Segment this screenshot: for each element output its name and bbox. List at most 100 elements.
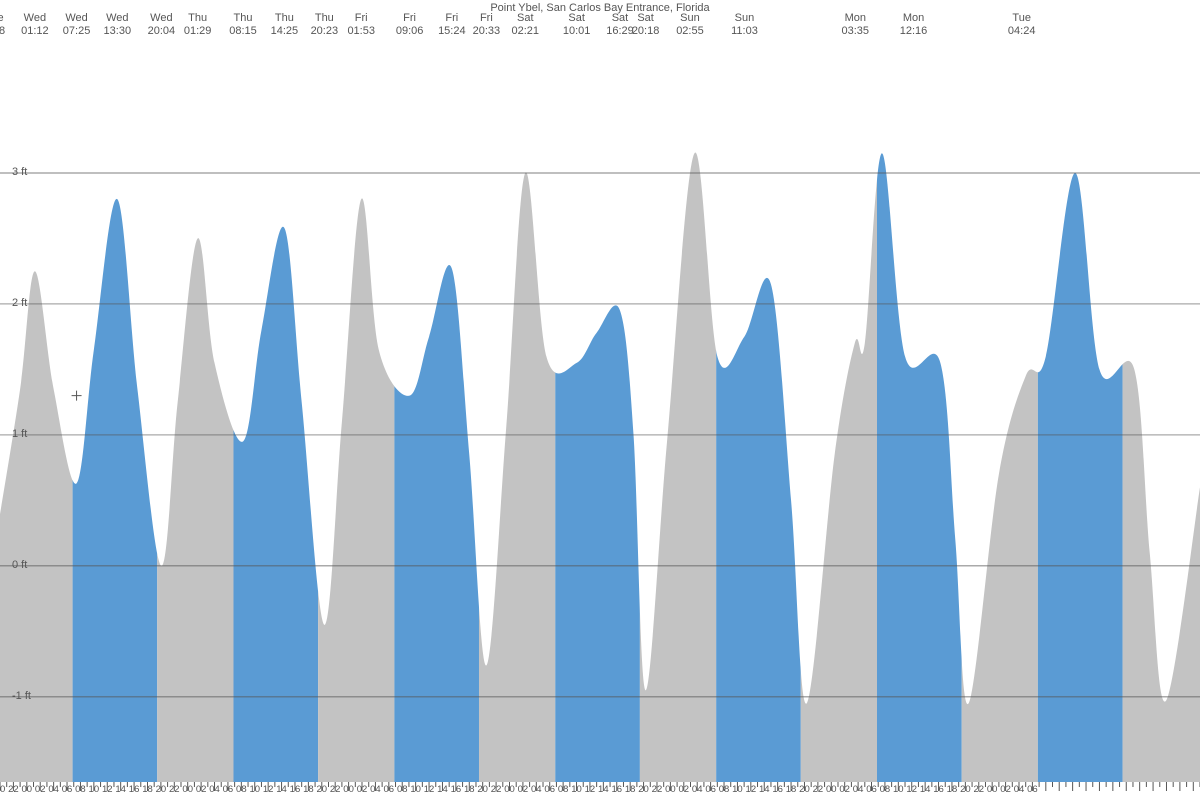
tide-extreme-label: Wed13:30 — [104, 12, 132, 38]
tide-extreme-time: 02:55 — [676, 25, 704, 38]
x-axis-label: 16 — [290, 784, 301, 795]
tide-extreme-day: Sun — [676, 12, 704, 25]
tide-extreme-time: 12:16 — [900, 25, 928, 38]
x-axis-label: 14 — [437, 784, 448, 795]
x-axis-label: 04 — [853, 784, 864, 795]
x-axis-label: 00 — [182, 784, 193, 795]
tide-extreme-label: Thu01:29 — [184, 12, 212, 38]
chart-svg — [0, 0, 1200, 800]
x-axis-label: 18 — [786, 784, 797, 795]
x-axis-label: 16 — [611, 784, 622, 795]
tide-extreme-day: Tue — [1008, 12, 1036, 25]
x-axis-label: 20 — [638, 784, 649, 795]
tide-extreme-day: Fri — [347, 12, 375, 25]
x-axis-label: 00 — [504, 784, 515, 795]
x-axis-label: 02 — [35, 784, 46, 795]
tide-extreme-day: Thu — [311, 12, 339, 25]
tide-extreme-time: 13:30 — [104, 25, 132, 38]
x-axis-label: 20 — [799, 784, 810, 795]
x-axis-label: 06 — [1027, 784, 1038, 795]
x-axis-label: 22 — [491, 784, 502, 795]
tide-extreme-time: 20:18 — [632, 25, 660, 38]
tide-extreme-day: Sat — [563, 12, 591, 25]
tide-extreme-time: 02:21 — [511, 25, 539, 38]
tide-extreme-label: Sun11:03 — [731, 12, 758, 38]
x-axis-label: 10 — [732, 784, 743, 795]
x-axis-label: 08 — [558, 784, 569, 795]
tide-extreme-label: Wed20:04 — [148, 12, 176, 38]
tide-extreme-time: 04:24 — [1008, 25, 1036, 38]
x-axis-label: 02 — [196, 784, 207, 795]
x-axis-label: 14 — [115, 784, 126, 795]
x-axis-label: 20 — [316, 784, 327, 795]
x-axis-label: 08 — [719, 784, 730, 795]
x-axis-label: 20 — [477, 784, 488, 795]
x-axis-label: 18 — [303, 784, 314, 795]
x-axis-label: 04 — [1014, 784, 1025, 795]
tide-chart: Point Ybel, San Carlos Bay Entrance, Flo… — [0, 0, 1200, 800]
x-axis-label: 06 — [544, 784, 555, 795]
x-axis-label: 00 — [22, 784, 33, 795]
x-axis-label: 08 — [236, 784, 247, 795]
x-axis-label: 04 — [48, 784, 59, 795]
x-axis-label: 00 — [987, 784, 998, 795]
tide-extreme-time: 01:12 — [21, 25, 49, 38]
x-axis-label: 12 — [424, 784, 435, 795]
tide-extreme-label: Thu14:25 — [271, 12, 299, 38]
y-axis-label: 2 ft — [12, 297, 27, 309]
tide-extreme-day: Thu — [229, 12, 257, 25]
tide-extreme-time: 07:25 — [63, 25, 91, 38]
x-axis-label: 16 — [451, 784, 462, 795]
x-axis-label: 22 — [973, 784, 984, 795]
x-axis-label: 10 — [89, 784, 100, 795]
tide-extreme-label: Wed07:25 — [63, 12, 91, 38]
tide-extreme-day: Wed — [148, 12, 176, 25]
x-axis-label: 10 — [249, 784, 260, 795]
x-axis-label: 14 — [598, 784, 609, 795]
tide-extreme-time: 09:06 — [396, 25, 424, 38]
x-axis-label: 02 — [357, 784, 368, 795]
y-axis-label: 3 ft — [12, 166, 27, 178]
x-axis-label: 22 — [652, 784, 663, 795]
x-axis-label: 16 — [933, 784, 944, 795]
tide-extreme-time: 15:24 — [438, 25, 466, 38]
x-axis-label: 00 — [343, 784, 354, 795]
x-axis-label: 14 — [276, 784, 287, 795]
x-axis-label: 18 — [947, 784, 958, 795]
tide-extreme-day: Mon — [842, 12, 870, 25]
x-axis-label: 14 — [759, 784, 770, 795]
x-axis-label: 06 — [384, 784, 395, 795]
tide-extreme-time: 20:04 — [148, 25, 176, 38]
x-axis-label: 06 — [223, 784, 234, 795]
tide-extreme-time: 01:53 — [347, 25, 375, 38]
x-axis-label: 12 — [263, 784, 274, 795]
tide-extreme-label: Sat20:18 — [632, 12, 660, 38]
x-axis-label: 08 — [397, 784, 408, 795]
x-axis-label: 22 — [813, 784, 824, 795]
x-axis-label: 08 — [880, 784, 891, 795]
tide-extreme-label: Fri15:24 — [438, 12, 466, 38]
x-axis-label: 12 — [906, 784, 917, 795]
tide-extreme-label: Wed01:12 — [21, 12, 49, 38]
tide-extreme-time: 03:35 — [842, 25, 870, 38]
tide-extreme-day: Fri — [438, 12, 466, 25]
x-axis-label: 14 — [920, 784, 931, 795]
tide-extreme-time: 01:29 — [184, 25, 212, 38]
x-axis-label: 22 — [330, 784, 341, 795]
x-axis-label: 22 — [8, 784, 19, 795]
tide-extreme-time: 11:03 — [731, 25, 758, 38]
tide-extreme-label: Thu20:23 — [311, 12, 339, 38]
x-axis-label: 16 — [129, 784, 140, 795]
tide-extreme-day: Fri — [473, 12, 501, 25]
tide-extreme-day: Mon — [900, 12, 928, 25]
x-axis-label: 06 — [866, 784, 877, 795]
x-axis-label: 02 — [839, 784, 850, 795]
tide-extreme-time: 20:33 — [473, 25, 501, 38]
x-axis-label: 04 — [531, 784, 542, 795]
x-axis-label: 22 — [169, 784, 180, 795]
x-axis-label: 02 — [679, 784, 690, 795]
x-axis-label: 18 — [625, 784, 636, 795]
tide-extreme-day: Wed — [104, 12, 132, 25]
tide-extreme-day: ue — [0, 12, 5, 25]
x-axis-label: 06 — [705, 784, 716, 795]
